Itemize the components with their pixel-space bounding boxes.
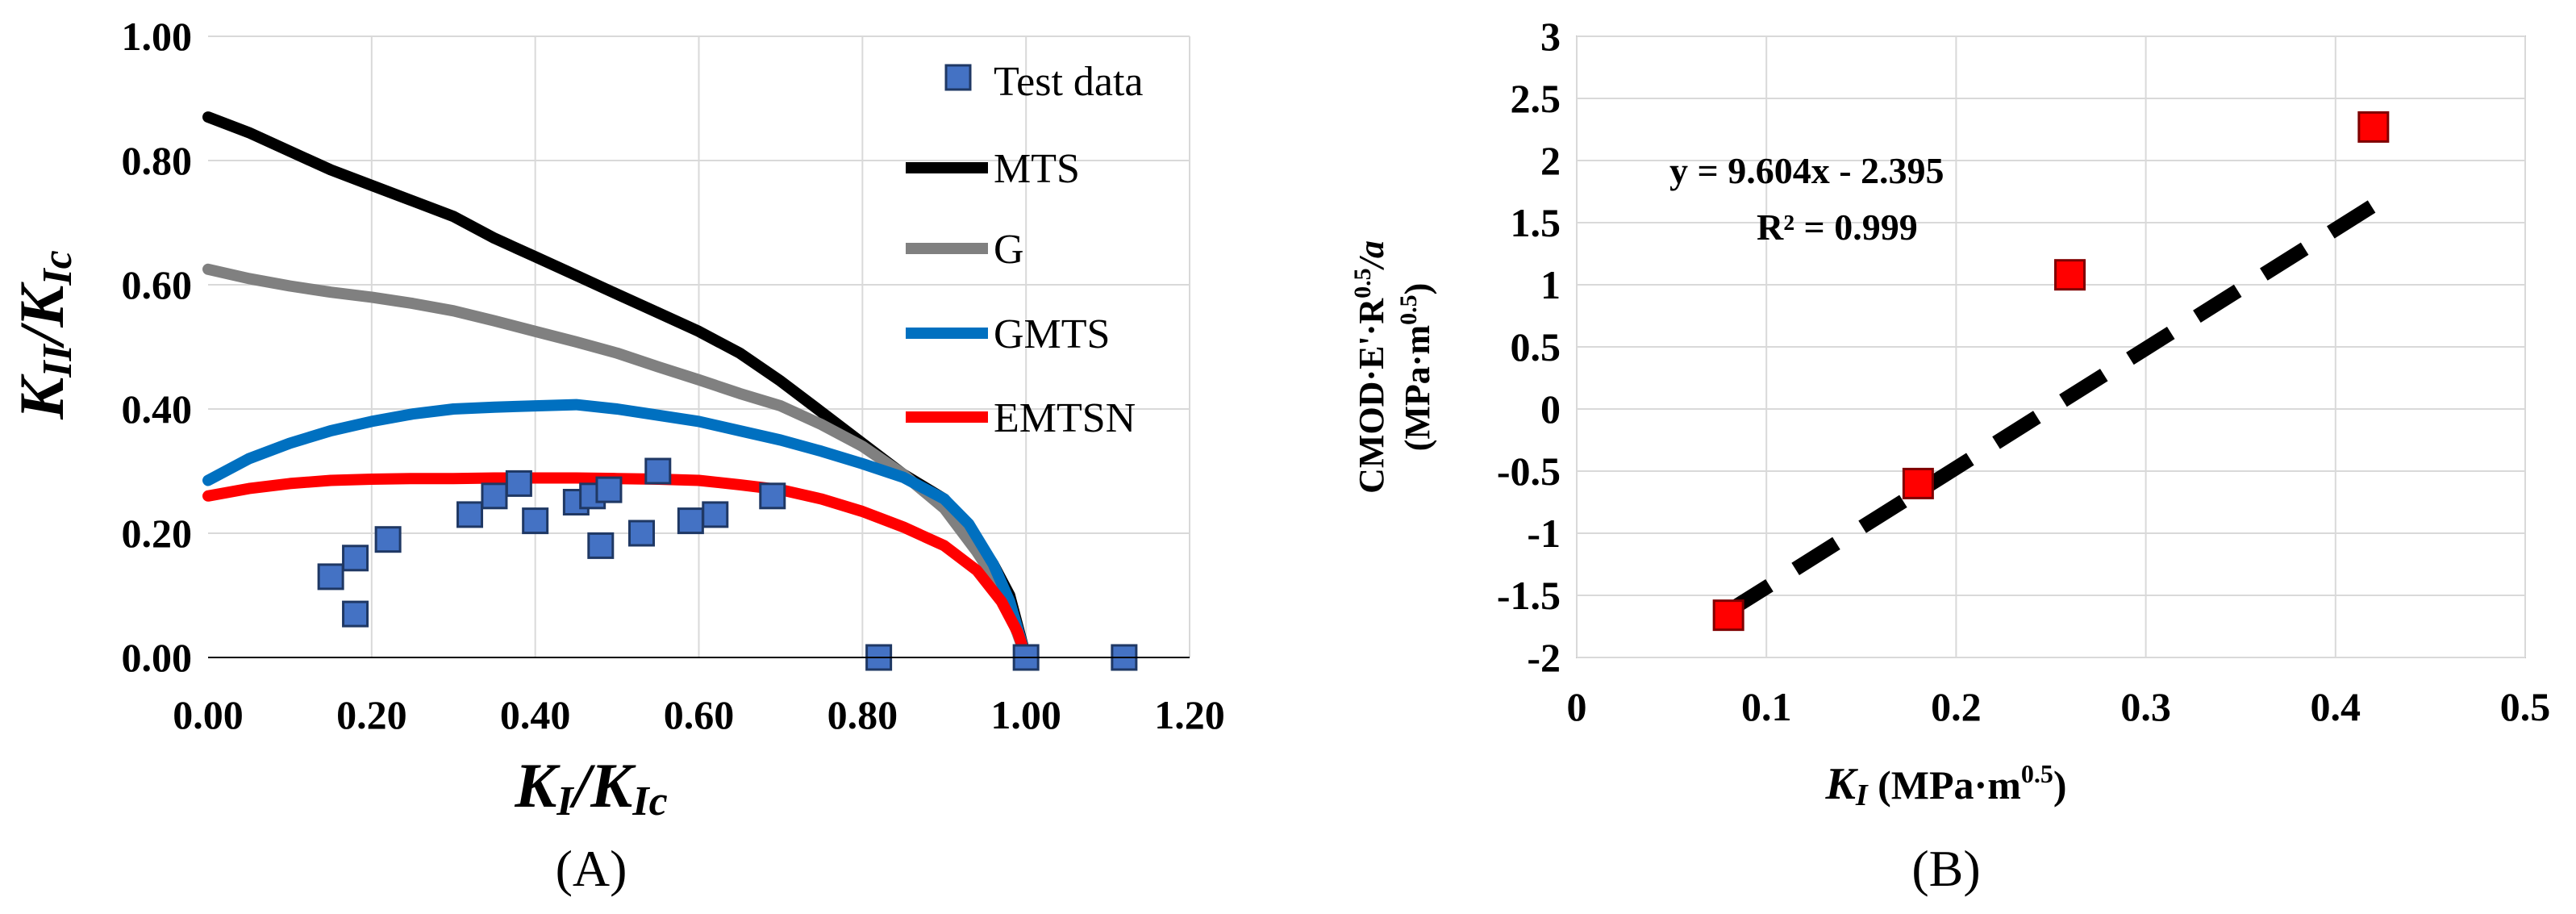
- panel-b-x-tick-label: 0.1: [1741, 684, 1792, 729]
- panel-a-x-tick-label: 1.00: [990, 692, 1061, 737]
- legend-label-gmts: GMTS: [994, 311, 1110, 357]
- panel-a-x-tick-label: 0.40: [500, 692, 571, 737]
- panel-b-trendline: [1724, 199, 2378, 618]
- panel-a-legend: Test data MTS G GMTS EMTSN: [906, 59, 1144, 441]
- panel-a-y-tick-label: 0.60: [122, 262, 193, 307]
- test-data-point: [587, 532, 615, 559]
- panel-b-data-point: [1712, 599, 1744, 632]
- legend-label-test-data: Test data: [994, 59, 1144, 105]
- panel-b-y-tick-label: 0.5: [1511, 324, 1561, 369]
- panel-b-y-tick-label: 1: [1540, 262, 1561, 307]
- test-data-point: [505, 470, 532, 497]
- legend-marker-test-data: [944, 64, 972, 91]
- panel-b-x-tick-label: 0.4: [2311, 684, 2361, 729]
- trendline-equation: y = 9.604x - 2.395: [1669, 150, 1945, 191]
- panel-b-y-tick-labels: -2 -1.5 -1 -0.5 0 0.5 1 1.5 2 2.5 3: [1497, 14, 1561, 680]
- panel-a-chart: 0.00 0.20 0.40 0.60 0.80 1.00 1.20 0.00 0.20 0.4…: [6, 14, 1225, 897]
- panel-b-data-point: [1902, 467, 1934, 499]
- panel-b-x-tick-label: 0.3: [2120, 684, 2171, 729]
- panel-a-label: (A): [556, 840, 627, 897]
- legend-label-emtsn: EMTSN: [994, 395, 1136, 441]
- panel-a-x-tick-label: 0.20: [336, 692, 407, 737]
- test-data-point: [628, 520, 656, 547]
- panel-b-data-point: [2357, 111, 2390, 143]
- panel-a-x-tick-label: 0.00: [173, 692, 244, 737]
- test-data-point: [759, 482, 786, 510]
- panel-a-y-tick-label: 0.00: [122, 635, 193, 680]
- panel-a-series-lines: [202, 111, 1032, 663]
- panel-b-chart: 0 0.1 0.2 0.3 0.4 0.5 -2 -1.5 -1 -0.5 0 0.5 1 1.5 2 2.…: [1349, 14, 2550, 897]
- panel-a-y-tick-label: 1.00: [122, 14, 193, 59]
- test-data-point: [595, 476, 623, 503]
- panel-b-x-tick-labels: 0 0.1 0.2 0.3 0.4 0.5: [1567, 684, 2551, 729]
- legend-label-mts: MTS: [994, 146, 1080, 192]
- panel-a-x-tick-label: 0.80: [827, 692, 898, 737]
- panel-b-y-tick-label: 0: [1540, 386, 1561, 432]
- panel-b-y-tick-label: 2: [1540, 138, 1561, 183]
- test-data-point: [374, 526, 402, 553]
- series-line-g: [202, 263, 1032, 663]
- panel-a-y-tick-label: 0.20: [122, 511, 193, 556]
- panel-a-gridlines: [208, 35, 1190, 657]
- test-data-point: [481, 482, 508, 510]
- panel-b-y-tick-label: 2.5: [1511, 76, 1561, 121]
- panel-b-x-tick-label: 0: [1567, 684, 1587, 729]
- panel-a-x-tick-label: 0.60: [664, 692, 735, 737]
- panel-b-y-tick-label: -2: [1527, 635, 1561, 680]
- test-data-point: [317, 563, 344, 591]
- panel-b-data-points: [1712, 111, 2390, 632]
- panel-b-y-axis-title-line2: (MPa·m0.5): [1395, 283, 1437, 452]
- panel-b-gridlines: [1576, 35, 2526, 658]
- panel-b-y-tick-label: -1.5: [1497, 573, 1561, 618]
- test-data-point: [342, 545, 369, 572]
- panel-a-y-tick-labels: 0.00 0.20 0.40 0.60 0.80 1.00: [122, 14, 193, 680]
- panel-a-test-data-points: [317, 457, 1138, 671]
- trendline-r-squared: R² = 0.999: [1757, 207, 1918, 248]
- test-data-point: [522, 507, 549, 535]
- test-data-point: [644, 457, 672, 485]
- panel-b-x-tick-label: 0.2: [1931, 684, 1982, 729]
- panel-a-x-axis-title: KI/KIc: [514, 750, 667, 824]
- panel-b-y-tick-label: 1.5: [1511, 200, 1561, 245]
- panel-b-y-tick-label: -0.5: [1497, 449, 1561, 494]
- panel-a-y-tick-label: 0.40: [122, 386, 193, 432]
- panel-a-y-axis-title: KII/KIc: [6, 250, 81, 420]
- legend-label-g: G: [994, 227, 1024, 273]
- panel-b-y-tick-label: 3: [1540, 14, 1561, 59]
- test-data-point: [342, 600, 369, 628]
- test-data-point: [702, 501, 729, 528]
- panel-b-y-axis-title-line1: CMOD·E'·R0.5/a: [1349, 240, 1391, 494]
- test-data-point: [456, 501, 484, 528]
- panel-a-x-tick-label: 1.20: [1154, 692, 1225, 737]
- panel-b-x-axis-title: KI (MPa·m0.5): [1824, 759, 2066, 812]
- series-line-gmts: [202, 399, 1032, 663]
- panel-b-data-point: [2054, 259, 2086, 291]
- panel-b-label: (B): [1911, 840, 1980, 897]
- panel-a-y-tick-label: 0.80: [122, 138, 193, 183]
- test-data-point: [677, 507, 704, 535]
- panel-b-y-tick-label: -1: [1527, 511, 1561, 556]
- panel-b-x-tick-label: 0.5: [2500, 684, 2551, 729]
- panel-a-x-tick-labels: 0.00 0.20 0.40 0.60 0.80 1.00 1.20: [173, 692, 1225, 737]
